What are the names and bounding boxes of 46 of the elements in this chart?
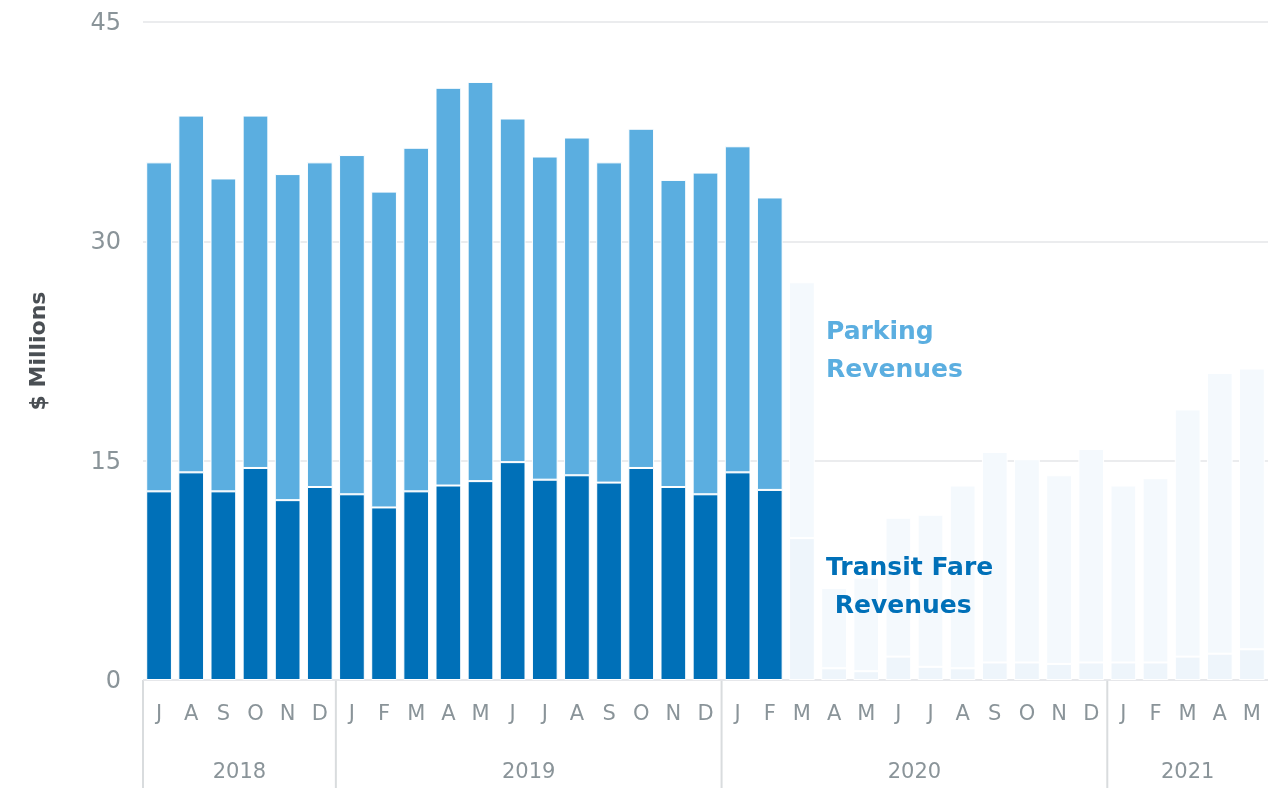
x-tick-label: A bbox=[441, 700, 457, 725]
text: 2020 bbox=[887, 759, 942, 783]
text: 2021 bbox=[1160, 759, 1215, 783]
x-tick-label: D bbox=[697, 700, 714, 725]
x-tick-label: M bbox=[471, 700, 490, 725]
x-tick-label: J bbox=[1118, 700, 1127, 725]
y-tick-label: 15 bbox=[90, 446, 121, 475]
x-tick-label: J bbox=[346, 700, 356, 725]
x-tick-label: F bbox=[378, 700, 391, 725]
text: 2019 bbox=[501, 759, 556, 783]
x-tick-label: A bbox=[569, 700, 585, 725]
x-tick-label: S bbox=[602, 700, 616, 725]
y-axis-title: $ Millions bbox=[24, 291, 50, 411]
x-tick-label: O bbox=[632, 700, 650, 725]
x-tick-label: M bbox=[792, 700, 811, 725]
x-tick-label: J bbox=[153, 700, 163, 725]
x-tick-label: O bbox=[1018, 700, 1036, 725]
x-tick-label: A bbox=[955, 700, 971, 725]
x-tick-label: F bbox=[1149, 700, 1162, 725]
x-tick-label: M bbox=[407, 700, 426, 725]
y-tick-label: 0 bbox=[105, 666, 121, 694]
x-tick-label: N bbox=[665, 700, 682, 725]
x-tick-label: J bbox=[925, 700, 934, 725]
x-tick-label: F bbox=[763, 700, 776, 725]
y-tick-label: 30 bbox=[90, 227, 121, 256]
x-tick-label: J bbox=[507, 700, 516, 725]
x-tick-label: J bbox=[893, 700, 902, 725]
x-tick-label: N bbox=[279, 700, 296, 725]
x-tick-label: A bbox=[826, 700, 842, 725]
x-tick-label: J bbox=[539, 700, 548, 725]
x-tick-label: A bbox=[184, 700, 200, 725]
x-tick-label: J bbox=[732, 700, 741, 725]
x-tick-label: D bbox=[1083, 700, 1100, 725]
x-tick-label: D bbox=[311, 700, 328, 725]
x-tick-label: A bbox=[1212, 700, 1228, 725]
x-tick-label: N bbox=[1051, 700, 1067, 725]
series-label: Transit Fare Revenues bbox=[826, 551, 994, 619]
x-tick-label: O bbox=[247, 700, 264, 725]
x-tick-label: M bbox=[1242, 700, 1261, 725]
y-tick-label: 45 bbox=[90, 8, 121, 36]
x-tick-label: S bbox=[988, 700, 1002, 725]
x-tick-label: M bbox=[1178, 700, 1197, 725]
x-tick-label: M bbox=[857, 700, 876, 725]
series-label: Parking Revenues bbox=[826, 315, 963, 383]
text: 2018 bbox=[212, 759, 267, 783]
x-tick-label: S bbox=[216, 700, 231, 725]
